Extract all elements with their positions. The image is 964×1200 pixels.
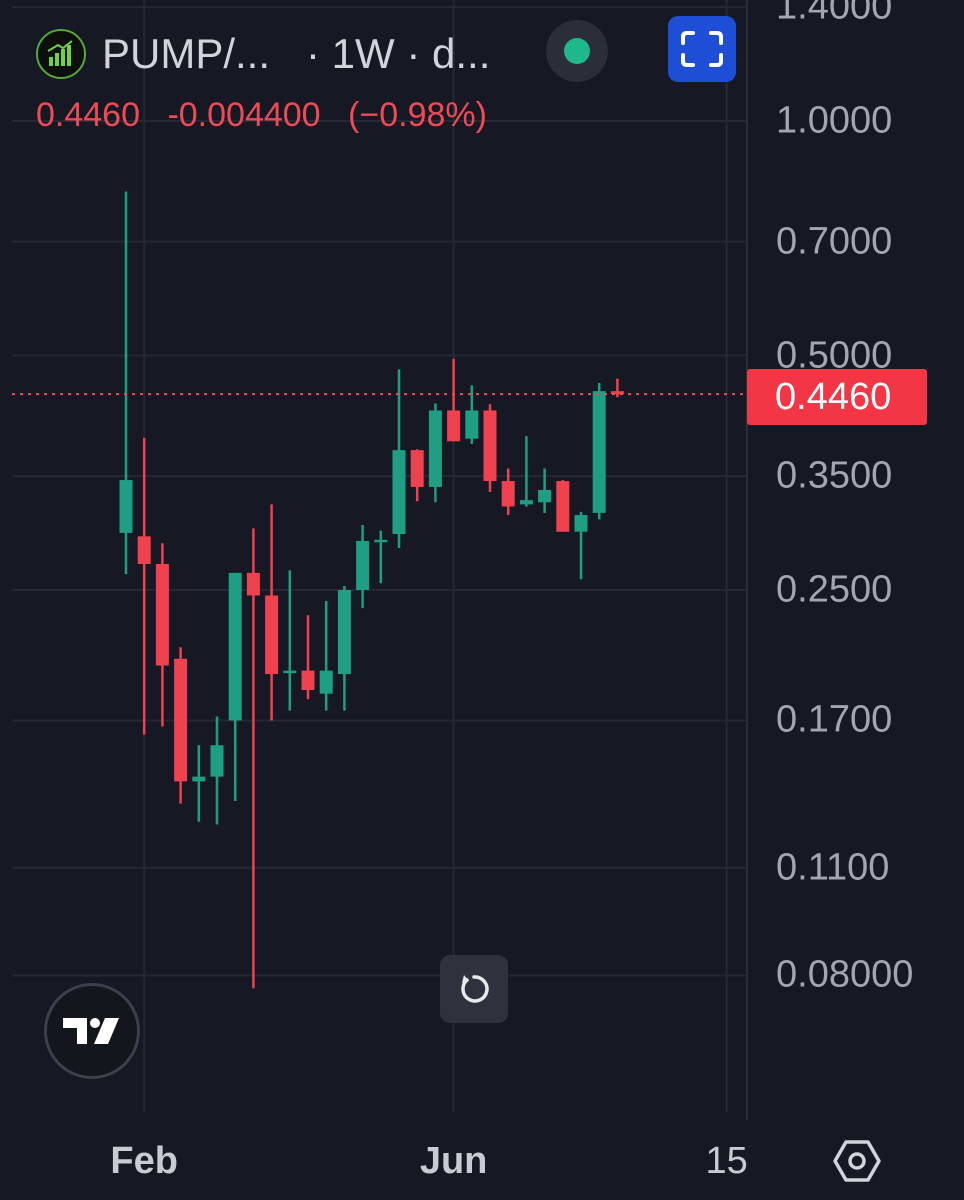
price-tick-label: 0.1700 (776, 698, 893, 741)
candle-body (519, 500, 533, 505)
candle[interactable] (519, 436, 533, 507)
candles-layer (119, 191, 624, 989)
candle[interactable] (538, 468, 552, 513)
candle[interactable] (592, 382, 606, 520)
candle-body (410, 450, 424, 487)
candle[interactable] (410, 449, 424, 502)
candle[interactable] (337, 585, 351, 711)
candle-body (283, 670, 297, 674)
candle-body (447, 410, 461, 442)
candle-body (574, 515, 588, 532)
candle[interactable] (192, 745, 206, 822)
fullscreen-button[interactable] (668, 16, 736, 82)
symbol-name[interactable]: PUMP/... (102, 30, 271, 77)
candle[interactable] (465, 385, 479, 444)
pump-logo-icon (36, 29, 86, 79)
candle-body (265, 595, 279, 675)
candle[interactable] (210, 716, 224, 825)
candle[interactable] (265, 504, 279, 721)
candle-body (192, 776, 206, 782)
candle[interactable] (283, 570, 297, 711)
last-price: 0.4460 (36, 96, 140, 134)
candle[interactable] (447, 358, 461, 442)
candle-body (119, 480, 133, 533)
candle[interactable] (392, 369, 406, 549)
candle[interactable] (610, 378, 624, 398)
candle-body (392, 450, 406, 535)
candle[interactable] (228, 572, 242, 801)
candle-body (174, 658, 188, 782)
candle-body (428, 410, 442, 487)
candle-body (483, 410, 497, 482)
candle-body (337, 590, 351, 675)
price-tick-label: 0.3500 (776, 454, 893, 497)
price-tick-label: 0.2500 (776, 568, 893, 611)
candle[interactable] (501, 468, 515, 516)
time-tick-label: Feb (110, 1140, 178, 1182)
candle-body (210, 745, 224, 777)
candle[interactable] (556, 480, 570, 532)
candle[interactable] (428, 403, 442, 503)
candle-body (610, 391, 624, 395)
interval-and-exchange[interactable]: · 1W · d... (306, 30, 491, 77)
status-dot-icon[interactable] (546, 20, 608, 82)
reset-chart-button[interactable] (440, 955, 508, 1023)
price-summary: 0.4460 -0.004400 (−0.98%) (36, 96, 505, 135)
chart-header[interactable]: PUMP/... · 1W · d... (36, 26, 490, 82)
candle-body (356, 540, 370, 591)
candle[interactable] (174, 647, 188, 804)
price-tick-label: 1.0000 (776, 99, 893, 142)
price-tick-label: 1.4000 (776, 0, 893, 28)
candle[interactable] (119, 191, 133, 575)
candle-body (228, 572, 242, 721)
candle-body (319, 670, 333, 694)
candle[interactable] (155, 543, 169, 727)
candle-body (301, 670, 315, 691)
candle-body (592, 391, 606, 513)
current-price-tag: 0.4460 (747, 369, 927, 425)
time-tick-label: Jun (419, 1140, 488, 1182)
candle-body (556, 481, 570, 532)
time-tick-label: 15 (705, 1140, 748, 1182)
candle[interactable] (483, 404, 497, 493)
reset-icon (461, 975, 489, 1003)
candle[interactable] (319, 601, 333, 711)
price-change-percent: (−0.98%) (348, 96, 487, 134)
tradingview-logo-icon[interactable] (44, 983, 140, 1079)
settings-icon[interactable] (832, 1136, 882, 1186)
candle-body (465, 410, 479, 439)
fullscreen-icon (681, 31, 723, 67)
candle[interactable] (301, 615, 315, 700)
candle-body (538, 489, 552, 503)
candle-body (155, 563, 169, 666)
candle[interactable] (574, 511, 588, 580)
candle-body (246, 572, 260, 596)
candle-body (501, 481, 515, 507)
chart-grid (12, 0, 747, 1112)
price-tick-label: 0.7000 (776, 220, 893, 263)
candle[interactable] (374, 530, 388, 584)
price-tick-label: 0.1100 (776, 846, 890, 889)
candle-body (374, 539, 388, 543)
candle-body (137, 536, 151, 564)
candle[interactable] (246, 528, 260, 989)
candle[interactable] (356, 524, 370, 609)
price-change: -0.004400 (167, 96, 321, 134)
price-tick-label: 0.08000 (776, 953, 914, 996)
candle[interactable] (137, 437, 151, 735)
